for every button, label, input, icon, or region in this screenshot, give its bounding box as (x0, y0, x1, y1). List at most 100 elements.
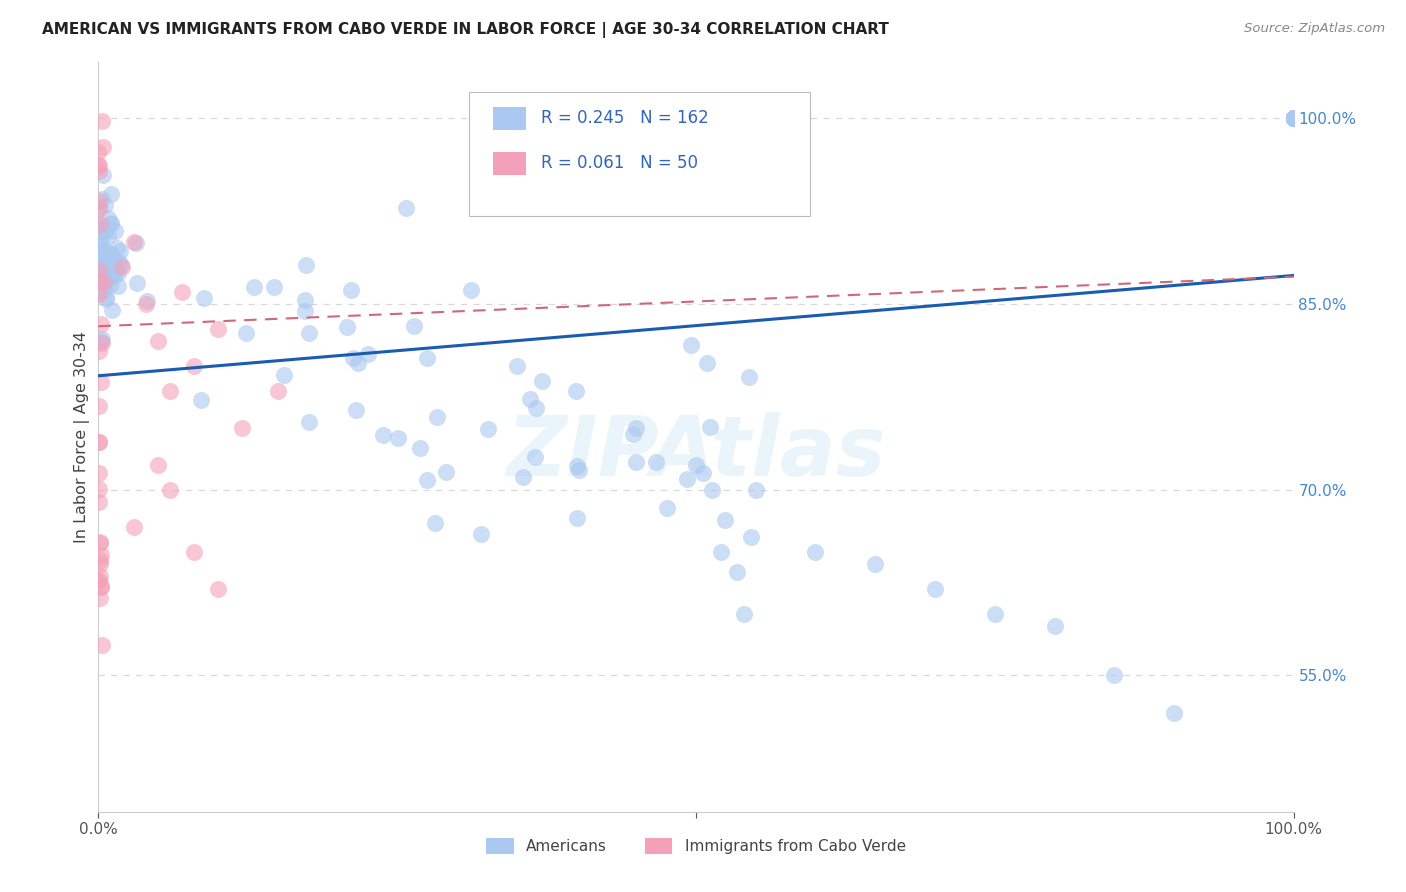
Point (1163, 706, 1185, 720)
Point (93, 247, 115, 261)
Point (90, 280, 112, 294)
Point (87, 287, 110, 301)
Point (93, 281, 115, 295)
Point (87, 434, 110, 449)
Point (657, 501, 679, 516)
Y-axis label: In Labor Force | Age 30-34: In Labor Force | Age 30-34 (75, 331, 90, 543)
Point (87, 274, 110, 288)
Point (267, 384, 290, 398)
Point (700, 483, 723, 497)
Point (100, 250, 122, 264)
Point (87, 202, 110, 216)
Point (1282, 111, 1305, 125)
Point (91, 277, 114, 291)
Point (87, 164, 110, 178)
Point (89, 222, 111, 236)
Point (679, 338, 702, 352)
Point (344, 403, 367, 417)
Text: AMERICAN VS IMMIGRANTS FROM CABO VERDE IN LABOR FORCE | AGE 30-34 CORRELATION CH: AMERICAN VS IMMIGRANTS FROM CABO VERDE I… (42, 22, 889, 38)
Point (1043, 619, 1066, 633)
Point (298, 326, 321, 341)
Point (512, 469, 534, 483)
Point (87, 434, 110, 449)
Point (387, 431, 409, 445)
Point (183, 544, 205, 558)
Point (124, 520, 146, 534)
Point (1282, 111, 1305, 125)
Point (426, 409, 449, 424)
Point (347, 356, 370, 370)
Point (100, 268, 122, 283)
Point (89, 400, 111, 414)
Point (409, 441, 432, 455)
Point (90, 233, 112, 247)
Point (87, 244, 110, 259)
Point (100, 302, 122, 317)
Point (98, 246, 121, 260)
Point (425, 516, 447, 530)
Point (1282, 111, 1305, 125)
Point (1282, 111, 1305, 125)
Point (1282, 111, 1305, 125)
Point (294, 258, 316, 272)
Point (90, 548, 112, 562)
Point (1282, 111, 1305, 125)
Point (1282, 111, 1305, 125)
Point (97, 211, 120, 225)
Point (87, 495, 110, 509)
Point (87, 482, 110, 496)
Point (87, 343, 110, 358)
Point (91, 221, 114, 235)
Point (87, 194, 110, 208)
Point (1282, 111, 1305, 125)
Point (89, 557, 111, 571)
Point (87, 281, 110, 295)
Text: Source: ZipAtlas.com: Source: ZipAtlas.com (1244, 22, 1385, 36)
Point (87, 466, 110, 480)
Point (460, 284, 482, 298)
Point (1282, 111, 1305, 125)
Point (90, 334, 112, 348)
Point (685, 458, 707, 472)
Point (108, 254, 131, 268)
Text: R = 0.245   N = 162: R = 0.245 N = 162 (541, 110, 709, 128)
Point (90, 580, 112, 594)
Point (565, 511, 588, 525)
Point (89, 578, 111, 592)
Point (87, 145, 110, 160)
Point (190, 393, 212, 408)
Point (87, 218, 110, 232)
Point (93, 282, 115, 296)
Point (1282, 111, 1305, 125)
Point (87, 159, 110, 173)
Point (110, 258, 132, 272)
Point (89, 233, 111, 247)
Point (98, 277, 121, 292)
Point (172, 285, 194, 299)
Point (94, 257, 117, 271)
Point (87, 266, 110, 280)
Point (340, 283, 363, 297)
Point (124, 235, 146, 249)
Point (1282, 111, 1305, 125)
Point (94, 290, 117, 304)
Point (91, 332, 114, 346)
Point (1282, 111, 1305, 125)
Point (395, 201, 418, 215)
Point (519, 392, 541, 406)
Point (87, 573, 110, 587)
Point (104, 260, 127, 275)
Point (984, 607, 1007, 621)
Point (183, 359, 205, 373)
Point (273, 368, 295, 383)
Point (159, 384, 181, 398)
Point (434, 465, 457, 479)
Point (87, 200, 110, 214)
Point (645, 455, 668, 469)
Point (1282, 111, 1305, 125)
Point (89, 569, 111, 583)
Point (1282, 111, 1305, 125)
Point (626, 421, 648, 435)
Point (924, 582, 946, 596)
Point (477, 422, 499, 436)
